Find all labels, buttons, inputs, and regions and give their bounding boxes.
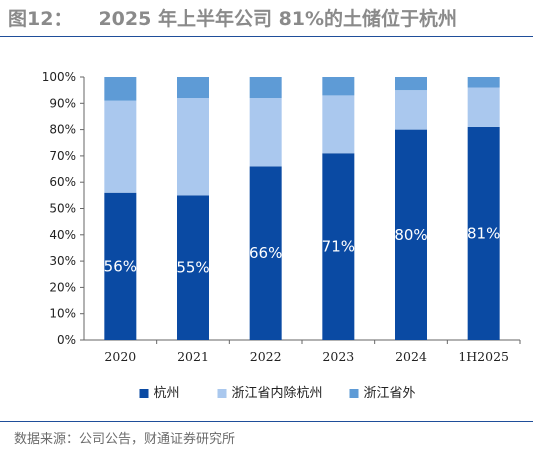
data-label: 55%	[176, 259, 209, 277]
data-label: 66%	[249, 244, 282, 262]
y-tick-label: 10%	[49, 307, 76, 321]
bar-segment-2	[467, 87, 500, 127]
top-rule	[0, 36, 533, 37]
data-label: 80%	[394, 226, 427, 244]
legend-label: 浙江省内除杭州	[232, 385, 323, 401]
y-tick-label: 60%	[49, 175, 76, 189]
bar-segment-1	[322, 153, 355, 340]
stacked-bar-chart: 0% 10% 20% 30% 40% 50% 60% 70% 80% 90% 100% 56% 2020…	[42, 70, 521, 401]
data-label: 71%	[322, 238, 355, 256]
y-tick-label: 70%	[49, 149, 76, 163]
legend-swatch	[349, 389, 359, 398]
bottom-rule	[0, 421, 533, 422]
source-note: 数据来源：公司公告，财通证券研究所	[14, 432, 236, 447]
data-label: 81%	[467, 224, 500, 242]
bar-segment-2	[395, 90, 427, 130]
figure-header: 图12： 2025 年上半年公司 81%的土储位于杭州	[8, 4, 457, 30]
bar-segment-2	[104, 100, 137, 193]
y-tick-label: 0%	[57, 333, 76, 347]
bar-segment-3	[249, 77, 282, 99]
bar-segment-1	[104, 192, 137, 340]
y-tick-label: 80%	[49, 123, 76, 137]
y-tick-label: 30%	[49, 254, 76, 268]
legend-label: 浙江省外	[364, 386, 416, 401]
bar-segment-3	[395, 77, 427, 91]
bar-segment-2	[249, 98, 282, 167]
legend-label: 杭州	[154, 386, 180, 401]
bar-segment-1	[395, 129, 427, 340]
figure-title: 2025 年上半年公司 81%的土储位于杭州	[98, 7, 458, 30]
x-tick-label: 1H2025	[458, 349, 509, 364]
y-tick-label: 100%	[42, 70, 76, 84]
figure-number: 图12：	[8, 7, 73, 30]
bar-segment-3	[322, 77, 355, 96]
bar-segment-2	[322, 95, 355, 154]
bar-segment-3	[177, 77, 209, 99]
x-tick-label: 2022	[250, 349, 282, 364]
x-tick-label: 2021	[177, 349, 209, 364]
bar-segment-3	[104, 77, 137, 101]
x-tick-label: 2020	[104, 349, 136, 364]
x-tick-label: 2023	[322, 349, 354, 364]
y-tick-label: 50%	[49, 202, 76, 216]
data-label: 56%	[104, 257, 137, 275]
bar-segment-1	[467, 126, 500, 340]
y-tick-label: 40%	[49, 228, 76, 242]
bar-segment-2	[177, 98, 209, 196]
bar-segment-3	[467, 77, 500, 88]
bar-segment-1	[177, 195, 209, 340]
legend-swatch	[217, 389, 227, 398]
x-tick-label: 2024	[395, 349, 427, 364]
legend-swatch	[139, 389, 149, 398]
y-tick-label: 20%	[49, 280, 76, 294]
bar-segment-1	[249, 166, 282, 340]
y-tick-label: 90%	[49, 96, 76, 110]
